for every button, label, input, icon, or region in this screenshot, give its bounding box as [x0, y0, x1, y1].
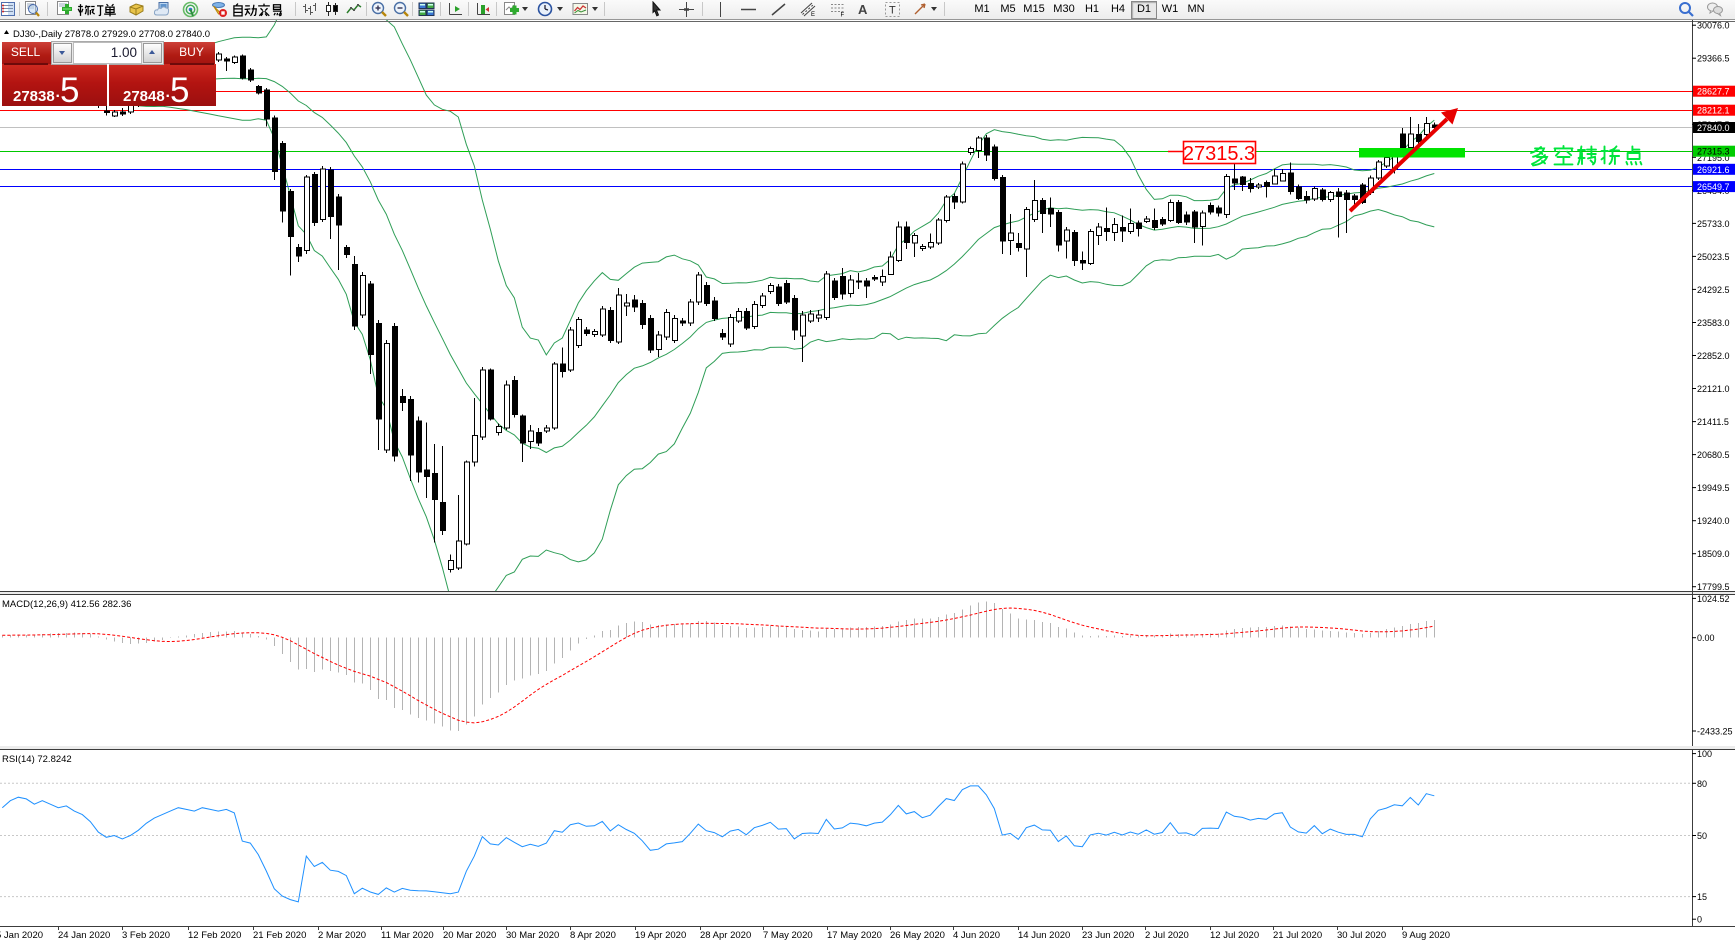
- svg-text:2 Jul 2020: 2 Jul 2020: [1145, 930, 1189, 941]
- svg-text:24 Jan 2020: 24 Jan 2020: [58, 930, 110, 941]
- svg-text:17799.5: 17799.5: [1697, 582, 1730, 592]
- svg-text:DJ30-,Daily 27878.0 27929.0 2: DJ30-,Daily 27878.0 27929.0 27708.0 2784…: [13, 29, 210, 40]
- svg-text:MACD(12,26,9) 412.56 282.36: MACD(12,26,9) 412.56 282.36: [2, 599, 131, 610]
- svg-text:17 May 2020: 17 May 2020: [827, 930, 882, 941]
- svg-text:25023.5: 25023.5: [1697, 252, 1730, 262]
- svg-text:19 Apr 2020: 19 Apr 2020: [635, 930, 686, 941]
- svg-text:21 Jul 2020: 21 Jul 2020: [1273, 930, 1322, 941]
- svg-text:21411.5: 21411.5: [1697, 417, 1729, 427]
- svg-text:11 Mar 2020: 11 Mar 2020: [381, 930, 434, 941]
- svg-text:100: 100: [1697, 749, 1712, 759]
- svg-text:23 Jun 2020: 23 Jun 2020: [1082, 930, 1134, 941]
- svg-text:0.00: 0.00: [1697, 633, 1715, 643]
- svg-text:12 Feb 2020: 12 Feb 2020: [188, 930, 241, 941]
- svg-text:12 Jul 2020: 12 Jul 2020: [1210, 930, 1259, 941]
- svg-text:T: T: [889, 5, 896, 17]
- svg-text:7 May 2020: 7 May 2020: [763, 930, 813, 941]
- svg-text:19949.5: 19949.5: [1697, 483, 1730, 493]
- svg-text:80: 80: [1697, 779, 1707, 789]
- svg-text:28627.7: 28627.7: [1697, 87, 1730, 97]
- svg-text:20 Mar 2020: 20 Mar 2020: [443, 930, 496, 941]
- svg-text:50: 50: [1697, 831, 1707, 841]
- svg-text:24292.5: 24292.5: [1697, 285, 1730, 295]
- svg-text:-2433.25: -2433.25: [1697, 727, 1733, 737]
- svg-text:29366.5: 29366.5: [1697, 54, 1730, 64]
- svg-text:8 Apr 2020: 8 Apr 2020: [570, 930, 616, 941]
- svg-text:30 Mar 2020: 30 Mar 2020: [506, 930, 559, 941]
- svg-text:21 Feb 2020: 21 Feb 2020: [253, 930, 306, 941]
- svg-text:2 Mar 2020: 2 Mar 2020: [318, 930, 366, 941]
- svg-text:25733.0: 25733.0: [1697, 219, 1730, 229]
- svg-text:9 Aug 2020: 9 Aug 2020: [1402, 930, 1450, 941]
- svg-text:18509.0: 18509.0: [1697, 549, 1730, 559]
- svg-text:15: 15: [1697, 892, 1707, 902]
- svg-text:28212.1: 28212.1: [1697, 106, 1730, 116]
- svg-text:E: E: [811, 12, 815, 18]
- svg-text:28 Apr 2020: 28 Apr 2020: [700, 930, 751, 941]
- svg-text:0: 0: [1697, 915, 1702, 925]
- svg-text:22852.0: 22852.0: [1697, 351, 1730, 361]
- svg-text:1024.52: 1024.52: [1697, 594, 1730, 604]
- svg-text:27315.3: 27315.3: [1697, 147, 1730, 157]
- svg-text:22121.0: 22121.0: [1697, 384, 1730, 394]
- svg-text:30 Jul 2020: 30 Jul 2020: [1337, 930, 1386, 941]
- svg-text:14 Jun 2020: 14 Jun 2020: [1018, 930, 1070, 941]
- svg-text:26549.7: 26549.7: [1697, 182, 1730, 192]
- svg-text:27195.0: 27195.0: [1697, 153, 1730, 163]
- svg-text:3 Feb 2020: 3 Feb 2020: [122, 930, 170, 941]
- svg-text:26 May 2020: 26 May 2020: [890, 930, 945, 941]
- svg-text:27840.0: 27840.0: [1697, 123, 1730, 133]
- svg-text:30076.0: 30076.0: [1697, 21, 1730, 31]
- svg-text:26921.6: 26921.6: [1697, 165, 1730, 175]
- svg-text:20680.5: 20680.5: [1697, 450, 1730, 460]
- svg-text:5 Jan 2020: 5 Jan 2020: [0, 930, 43, 941]
- svg-text:23583.0: 23583.0: [1697, 318, 1730, 328]
- svg-text:19240.0: 19240.0: [1697, 516, 1730, 526]
- svg-text:F: F: [841, 13, 845, 19]
- svg-text:4 Jun 2020: 4 Jun 2020: [953, 930, 1000, 941]
- svg-text:RSI(14) 72.8242: RSI(14) 72.8242: [2, 754, 72, 765]
- svg-text:27315.3: 27315.3: [1183, 143, 1255, 165]
